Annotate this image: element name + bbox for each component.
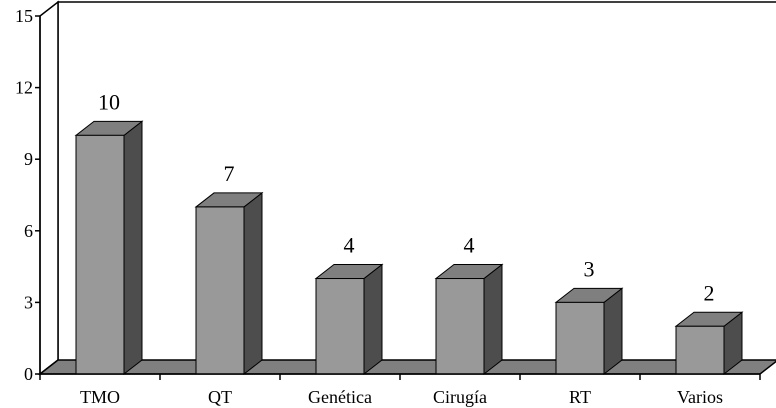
chart-walls (39, 0, 776, 376)
bar (554, 287, 624, 376)
x-category-label: RT (569, 387, 591, 407)
bar (434, 263, 504, 376)
bar-side (243, 191, 263, 376)
chart-floor (37, 359, 776, 375)
data-label: 4 (464, 233, 475, 258)
x-category-label: Genética (308, 387, 372, 407)
data-label: 3 (584, 256, 595, 281)
bar (674, 311, 744, 376)
x-category-label: QT (208, 387, 232, 407)
bar-front (75, 134, 125, 375)
bar-front (435, 278, 485, 375)
bar-front (195, 206, 245, 375)
bar (314, 263, 384, 376)
data-label: 4 (344, 233, 355, 258)
bar-front (315, 278, 365, 375)
y-tick-label: 12 (15, 78, 33, 98)
x-category-label: Varios (677, 387, 723, 407)
x-category-label: Cirugía (433, 387, 487, 407)
y-tick-label: 6 (24, 221, 33, 241)
chart-floor-plane (37, 359, 776, 375)
y-tick-label: 3 (24, 292, 33, 312)
data-label: 2 (704, 280, 715, 305)
x-category-label: TMO (80, 387, 120, 407)
side-wall (39, 0, 59, 376)
y-axis: 0 3 6 9 12 15 (15, 6, 41, 384)
data-label: 10 (98, 89, 120, 114)
y-tick-label: 0 (24, 364, 33, 384)
bar (194, 191, 264, 376)
bar-front (675, 325, 725, 375)
bar-side (603, 287, 623, 376)
x-axis: TMO QT Genética Cirugía RT Varios (39, 373, 761, 407)
bar-side (123, 120, 143, 376)
y-tick-label: 15 (15, 6, 33, 26)
back-wall-outline (57, 1, 776, 360)
bar-side (483, 263, 503, 376)
bars: 10 7 4 4 3 2 (74, 89, 744, 376)
data-label: 7 (224, 161, 235, 186)
bar-front (555, 301, 605, 375)
bar-side (363, 263, 383, 376)
y-tick-label: 9 (24, 149, 33, 169)
bar (74, 120, 144, 376)
